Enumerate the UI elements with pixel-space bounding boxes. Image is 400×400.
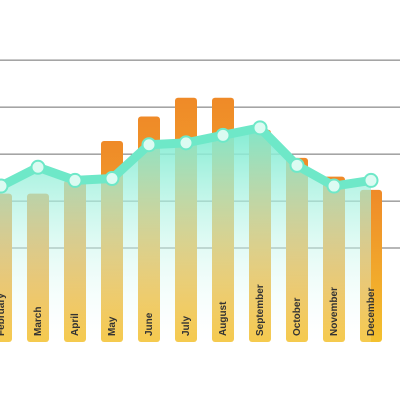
data-point — [0, 178, 9, 194]
category-label: September — [255, 284, 266, 336]
category-label: October — [292, 298, 303, 336]
data-point — [326, 178, 342, 194]
data-point — [252, 120, 268, 136]
area-fill — [0, 127, 371, 342]
data-point — [67, 172, 83, 188]
category-label: May — [107, 316, 118, 336]
category-label: April — [70, 313, 81, 336]
data-point — [289, 157, 305, 173]
category-label: December — [366, 288, 377, 336]
data-point — [215, 127, 231, 143]
category-label: February — [0, 293, 7, 336]
category-label: July — [181, 316, 192, 336]
data-point — [30, 159, 46, 175]
category-label: March — [33, 307, 44, 336]
category-label: June — [144, 312, 155, 336]
data-point — [363, 172, 379, 188]
data-point — [141, 137, 157, 153]
category-label: November — [329, 287, 340, 336]
area-series — [0, 120, 379, 342]
data-point — [104, 171, 120, 187]
category-label: August — [218, 301, 229, 336]
category-axis: JanuaryFebruaryMarchAprilMayJuneJulyAugu… — [0, 284, 377, 336]
data-point — [178, 135, 194, 151]
